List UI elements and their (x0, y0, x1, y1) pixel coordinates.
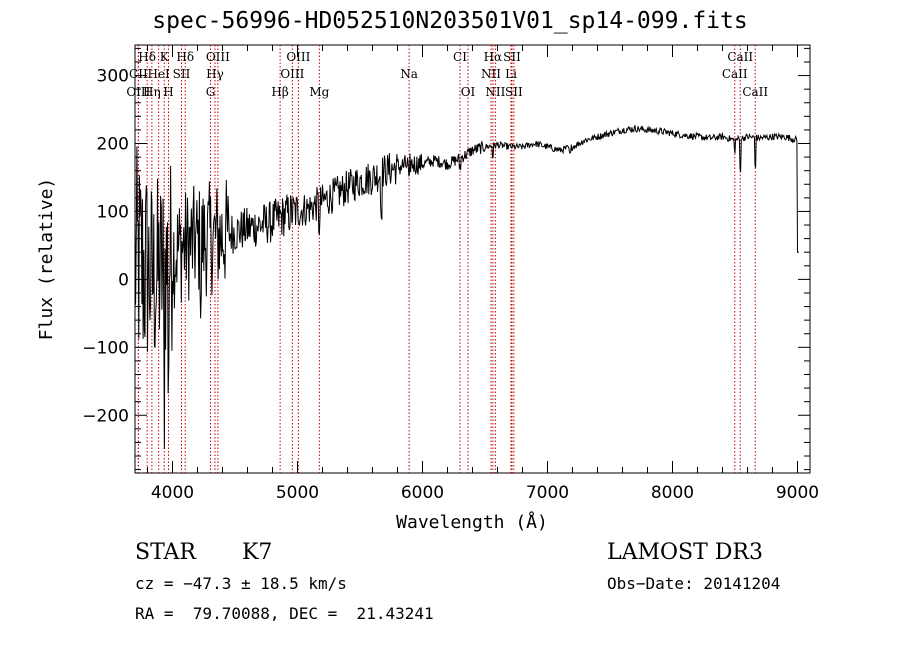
spectral-line-label: OIII (286, 50, 310, 64)
spectral-line-label: Hβ (271, 85, 288, 99)
spectral-line-label: Hη (143, 85, 161, 99)
x-axis-ticks: 4000 5000 6000 7000 8000 9000 (147, 45, 819, 503)
spectral-line-label: OIII (280, 67, 304, 81)
x-tick-label: 6000 (401, 483, 444, 503)
spectral-line-label: H (163, 85, 173, 99)
y-axis-label: Flux (relative) (36, 178, 57, 341)
spectral-line-label: CaII (722, 67, 748, 81)
survey-name: LAMOST DR3 (607, 540, 763, 565)
spectral-line-label: Hα (484, 50, 503, 64)
spectral-line-label: CI (453, 50, 467, 64)
y-tick-label: −100 (82, 338, 129, 358)
spectral-line-label: NII (481, 67, 501, 81)
spectral-line-markers (137, 45, 756, 473)
spectral-line-label: OI (461, 85, 476, 99)
y-tick-label: 0 (118, 270, 129, 290)
spectral-line-label: Na (400, 67, 418, 81)
spectral-line-label: Hγ (206, 67, 224, 81)
x-tick-label: 7000 (526, 483, 569, 503)
object-class: STAR (135, 540, 196, 565)
spectral-line-label: CaII (727, 50, 753, 64)
x-tick-label: 8000 (651, 483, 694, 503)
spectral-line-label: CII (129, 67, 148, 81)
spectrum-line (134, 124, 799, 450)
redshift-readout: cz = −47.3 ± 18.5 km/s (135, 574, 347, 593)
spectral-line-label: K (160, 50, 170, 64)
x-tick-label: 5000 (276, 483, 319, 503)
y-tick-label: −200 (82, 406, 129, 426)
spectral-line-label: OIII (126, 85, 150, 99)
x-axis-label: Wavelength (Å) (396, 511, 548, 533)
x-tick-label: 9000 (776, 483, 819, 503)
spectral-line-label: Hδ (176, 50, 194, 64)
y-tick-label: 200 (97, 135, 129, 155)
spectral-line-label: SII (173, 67, 191, 81)
spectral-line-label: SII (503, 50, 521, 64)
spectral-line-label: G (206, 85, 216, 99)
object-subclass: K7 (242, 540, 273, 565)
spectral-line-label: CaII (742, 85, 768, 99)
y-tick-label: 100 (97, 202, 129, 222)
spectral-line-label: NII (485, 85, 505, 99)
spectral-line-label: SII (505, 85, 523, 99)
spectral-line-label: OIII (206, 50, 230, 64)
spectral-line-label: Mg (309, 85, 329, 99)
spectral-line-label: Hδ (138, 50, 156, 64)
spectral-line-label: Li (505, 67, 517, 81)
spectral-line-label: HeI (147, 67, 170, 81)
x-tick-label: 4000 (151, 483, 194, 503)
observation-date: Obs−Date: 20141204 (607, 574, 781, 593)
y-tick-label: 300 (97, 67, 129, 87)
coordinates-readout: RA = 79.70088, DEC = 21.43241 (135, 604, 434, 623)
plot-frame (134, 44, 811, 474)
chart-title: spec-56996-HD052510N203501V01_sp14-099.f… (152, 8, 748, 34)
y-axis-ticks: −200 −100 0 100 200 300 (82, 47, 810, 471)
